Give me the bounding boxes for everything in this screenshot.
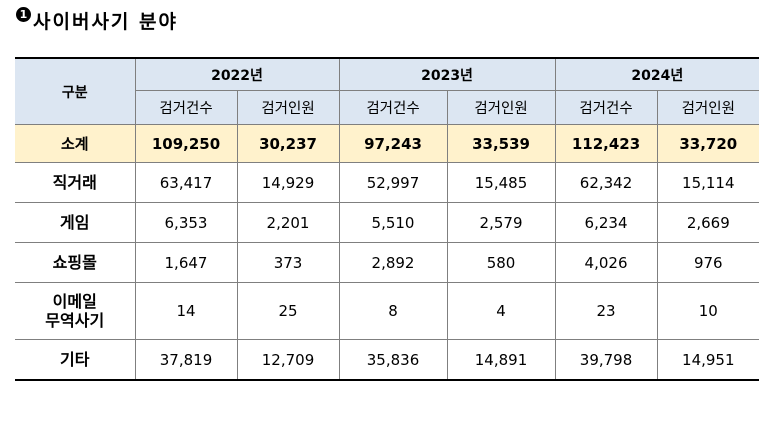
- corner-header: 구분: [15, 57, 136, 125]
- number-marker: 1: [16, 6, 31, 22]
- row-label: 직거래: [15, 162, 136, 203]
- row-label: 쇼핑몰: [15, 242, 136, 283]
- table-cell: 97,243: [338, 124, 448, 163]
- table-cell: 580: [446, 242, 556, 283]
- table-cell: 12,709: [236, 339, 340, 381]
- sub-header: 검거건수: [338, 90, 448, 125]
- table-row: 쇼핑몰 1,647 373 2,892 580 4,026 976: [15, 242, 760, 283]
- sub-header: 검거건수: [554, 90, 658, 125]
- table-cell: 14: [134, 282, 238, 340]
- year-header: 2023년: [338, 57, 556, 91]
- table-cell: 6,234: [554, 202, 658, 243]
- table-cell: 35,836: [338, 339, 448, 381]
- table-cell: 112,423: [554, 124, 658, 163]
- section-title-text: 사이버사기 분야: [33, 10, 178, 33]
- year-header: 2024년: [554, 57, 760, 91]
- table-cell: 37,819: [134, 339, 238, 381]
- table-cell: 25: [236, 282, 340, 340]
- table-cell: 14,929: [236, 162, 340, 203]
- table-cell: 1,647: [134, 242, 238, 283]
- table-cell: 14,951: [656, 339, 760, 381]
- table-cell: 109,250: [134, 124, 238, 163]
- table-cell: 2,892: [338, 242, 448, 283]
- row-label: 기타: [15, 339, 136, 381]
- table-cell: 8: [338, 282, 448, 340]
- table-cell: 5,510: [338, 202, 448, 243]
- table-cell: 2,579: [446, 202, 556, 243]
- table-cell: 976: [656, 242, 760, 283]
- table-row: 직거래 63,417 14,929 52,997 15,485 62,342 1…: [15, 162, 760, 203]
- table-cell: 62,342: [554, 162, 658, 203]
- table-cell: 15,485: [446, 162, 556, 203]
- table-cell: 23: [554, 282, 658, 340]
- table-cell: 33,720: [656, 124, 760, 163]
- sub-header: 검거인원: [236, 90, 340, 125]
- subtotal-row: 소계 109,250 30,237 97,243 33,539 112,423 …: [15, 124, 760, 163]
- row-label: 소계: [15, 124, 136, 163]
- sub-header: 검거인원: [656, 90, 760, 125]
- table-cell: 10: [656, 282, 760, 340]
- table-row: 이메일 무역사기 14 25 8 4 23 10: [15, 282, 760, 340]
- table-cell: 52,997: [338, 162, 448, 203]
- section-title: 1 사이버사기 분야: [16, 6, 178, 34]
- table-cell: 2,201: [236, 202, 340, 243]
- table-cell: 4,026: [554, 242, 658, 283]
- table-row: 게임 6,353 2,201 5,510 2,579 6,234 2,669: [15, 202, 760, 243]
- table-cell: 33,539: [446, 124, 556, 163]
- year-header: 2022년: [134, 57, 340, 91]
- table-cell: 30,237: [236, 124, 340, 163]
- sub-header: 검거인원: [446, 90, 556, 125]
- table-cell: 4: [446, 282, 556, 340]
- sub-header: 검거건수: [135, 90, 238, 125]
- table-row: 기타 37,819 12,709 35,836 14,891 39,798 14…: [15, 339, 760, 381]
- row-label: 이메일 무역사기: [15, 282, 136, 340]
- table-cell: 2,669: [656, 202, 760, 243]
- table-cell: 15,114: [656, 162, 760, 203]
- cyber-fraud-table: 구분 2022년 2023년 2024년 검거건수 검거인원 검거건수 검거인원…: [15, 57, 760, 381]
- table-cell: 39,798: [554, 339, 658, 381]
- table-cell: 6,353: [134, 202, 238, 243]
- row-label: 게임: [15, 202, 136, 243]
- table-cell: 63,417: [134, 162, 238, 203]
- table-cell: 373: [236, 242, 340, 283]
- table-cell: 14,891: [446, 339, 556, 381]
